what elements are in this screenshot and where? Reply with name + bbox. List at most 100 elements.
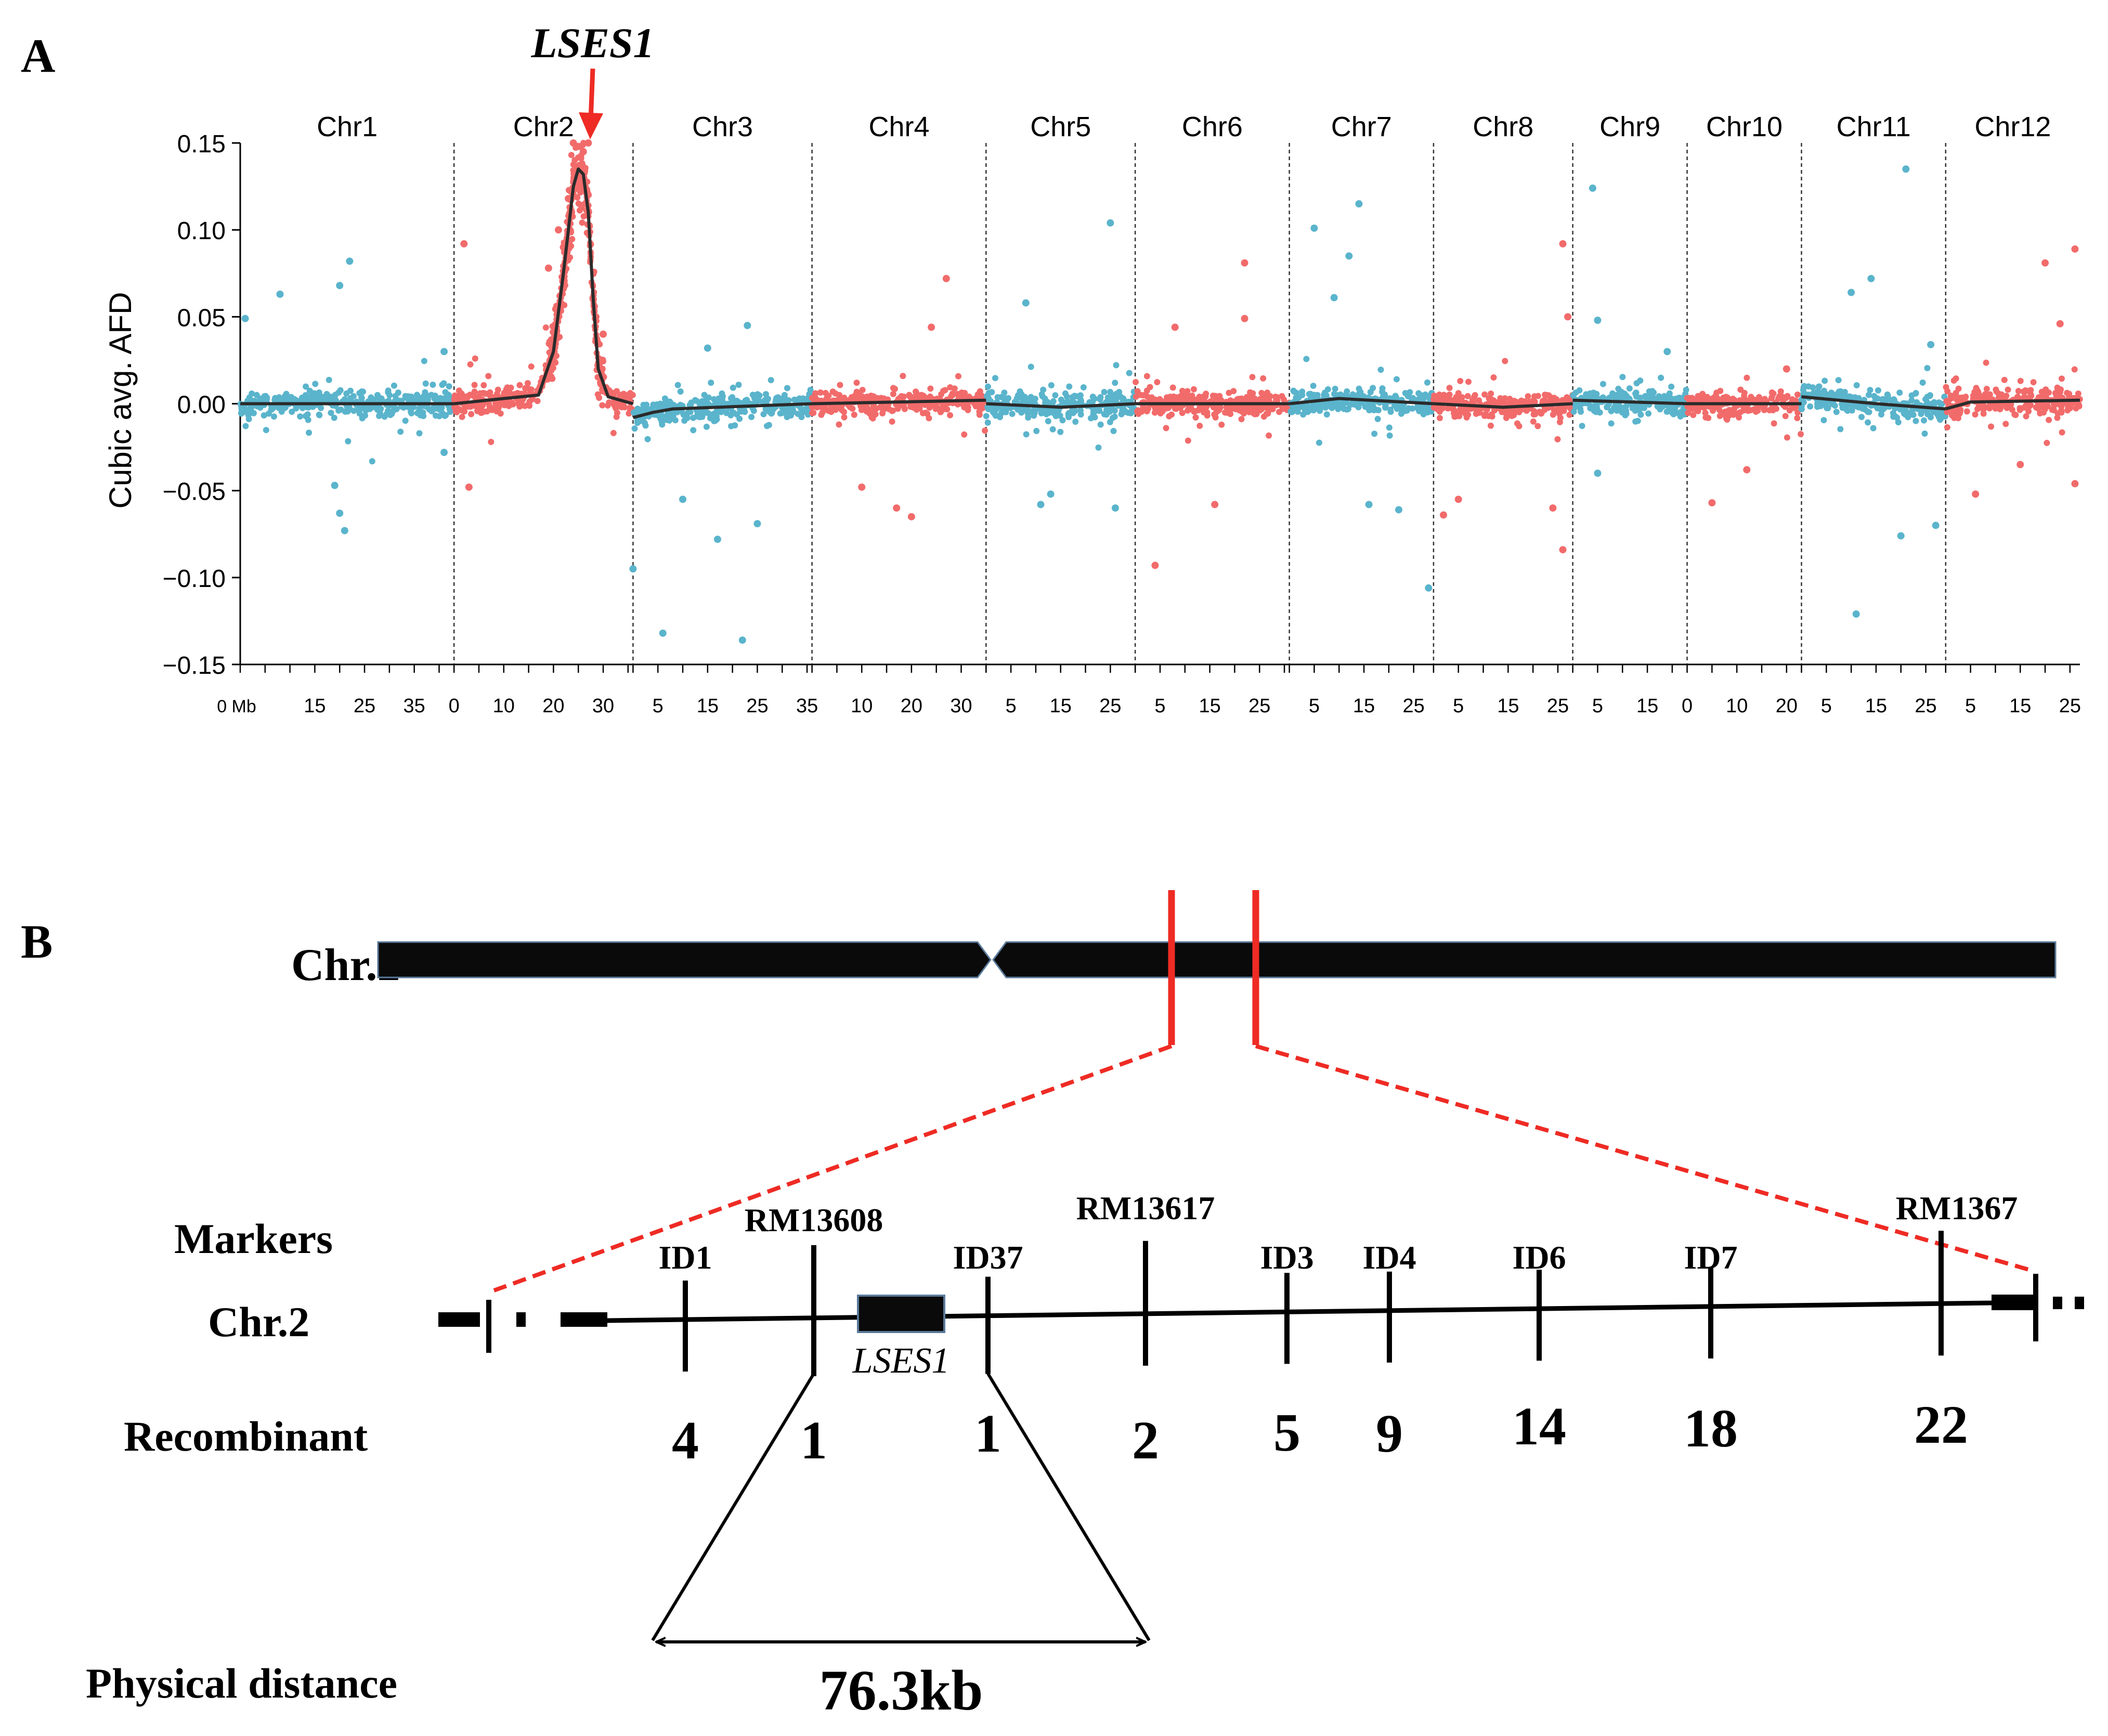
afd-point [735, 382, 742, 388]
afd-point [575, 142, 582, 150]
afd-point [755, 397, 762, 404]
afd-point [2017, 377, 2024, 384]
afd-point [2054, 388, 2061, 395]
afd-point [1246, 409, 1253, 415]
afd-point [1771, 420, 1777, 427]
afd-point [974, 401, 981, 408]
afd-point [1594, 469, 1602, 477]
afd-point [1532, 411, 1539, 417]
afd-point [2042, 401, 2049, 408]
x-tick-label: 30 [592, 695, 614, 717]
afd-point [1189, 392, 1195, 399]
afd-point [289, 409, 295, 415]
afd-point [1238, 416, 1245, 423]
afd-point [898, 393, 905, 399]
afd-point [1022, 299, 1030, 307]
chromosome-label: Chr10 [1706, 111, 1782, 142]
afd-point [1947, 396, 1954, 402]
afd-point [1120, 407, 1126, 413]
afd-point [1621, 390, 1628, 397]
afd-point [600, 330, 607, 338]
afd-point [1001, 395, 1008, 401]
afd-point [1983, 359, 1989, 366]
afd-point [1260, 375, 1267, 382]
afd-point [1251, 410, 1257, 417]
afd-point [1133, 378, 1139, 385]
afd-point [1165, 404, 1172, 411]
afd-point [1182, 393, 1189, 400]
afd-point [1919, 379, 1926, 386]
afd-point [1890, 410, 1896, 416]
afd-point [1256, 407, 1263, 414]
afd-point [584, 139, 592, 147]
afd-point [2021, 394, 2028, 400]
afd-point [335, 407, 342, 414]
afd-point [2027, 391, 2034, 398]
afd-point [1531, 398, 1538, 405]
afd-point [736, 415, 743, 422]
afd-point [336, 510, 344, 517]
x-tick-label: 20 [1776, 695, 1798, 717]
afd-point [983, 413, 990, 420]
recombinant-count: 5 [1273, 1403, 1300, 1463]
afd-point [472, 355, 478, 362]
afd-point [1490, 374, 1497, 381]
afd-point [1349, 391, 1356, 398]
chromosome-separators [453, 143, 1947, 664]
afd-point [2056, 320, 2064, 328]
afd-point [744, 322, 751, 330]
afd-point [1110, 427, 1117, 434]
afd-point [1454, 495, 1462, 503]
afd-point [1218, 397, 1225, 403]
x-tick-label: 35 [404, 695, 425, 717]
afd-point [1798, 430, 1804, 437]
afd-point [1675, 410, 1682, 416]
afd-point [1608, 420, 1615, 427]
x-tick-label: 5 [1309, 695, 1320, 717]
afd-point [1972, 490, 1980, 498]
afd-point [1810, 384, 1816, 391]
afd-point [1879, 396, 1885, 403]
afd-point [580, 140, 587, 146]
afd-point [2046, 416, 2052, 423]
afd-point [633, 410, 640, 416]
x-tick-label: 15 [697, 695, 719, 717]
afd-point [782, 396, 789, 402]
afd-point [1445, 395, 1452, 402]
afd-point [331, 481, 339, 489]
afd-point [343, 390, 350, 397]
afd-point [1769, 407, 1776, 413]
afd-point [1048, 382, 1055, 389]
afd-point [713, 536, 721, 543]
afd-point [1355, 200, 1363, 208]
afd-trend-line [1801, 395, 1946, 411]
afd-point [451, 404, 458, 411]
afd-point [1527, 399, 1533, 406]
afd-point [1538, 410, 1545, 416]
afd-point [1267, 393, 1273, 400]
y-tick-label: −0.05 [163, 478, 226, 506]
afd-point [1959, 394, 1966, 401]
x-tick-label: 0 [1682, 695, 1693, 717]
afd-point [760, 411, 767, 417]
afd-point [1902, 411, 1909, 418]
x-tick-label: 20 [901, 695, 922, 717]
x-tick-label: 15 [2009, 695, 2031, 717]
afd-point [1249, 374, 1256, 381]
afd-point [302, 392, 309, 399]
afd-point [2059, 429, 2065, 436]
afd-point [841, 409, 848, 415]
afd-point [1924, 365, 1931, 372]
afd-point [1705, 414, 1712, 421]
physical-distance-value: 76.3kb [819, 1659, 983, 1722]
afd-point [1374, 415, 1381, 422]
x-tick-label: 25 [1099, 695, 1121, 717]
afd-point [1405, 405, 1412, 412]
afd-point [1241, 315, 1248, 322]
afd-point [1754, 407, 1761, 414]
marker-name: ID1 [658, 1239, 712, 1276]
afd-point [385, 389, 392, 396]
chr2-overview-bar [377, 941, 2057, 978]
afd-point [730, 384, 736, 391]
afd-point [992, 412, 999, 419]
